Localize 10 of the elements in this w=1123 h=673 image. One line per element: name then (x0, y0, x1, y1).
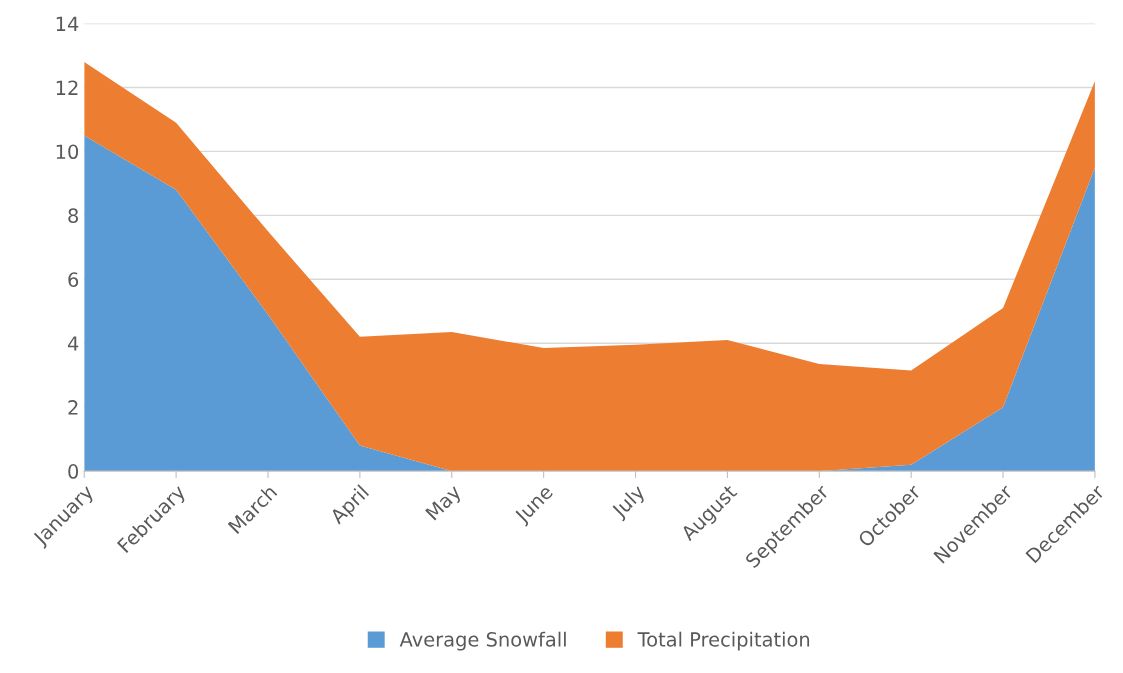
legend-label: Total Precipitation (637, 631, 810, 651)
y-tick-label: 4 (67, 336, 79, 351)
y-tick-label: 2 (68, 400, 78, 415)
y-tick-label: 12 (56, 80, 78, 95)
y-tick-label: 10 (56, 144, 79, 160)
legend-label: Average Snowfall (399, 631, 566, 651)
y-tick-label: 14 (56, 16, 79, 31)
y-tick-label: 0 (68, 464, 79, 479)
y-tick-label: 6 (68, 272, 79, 287)
y-tick-label: 8 (68, 208, 79, 224)
